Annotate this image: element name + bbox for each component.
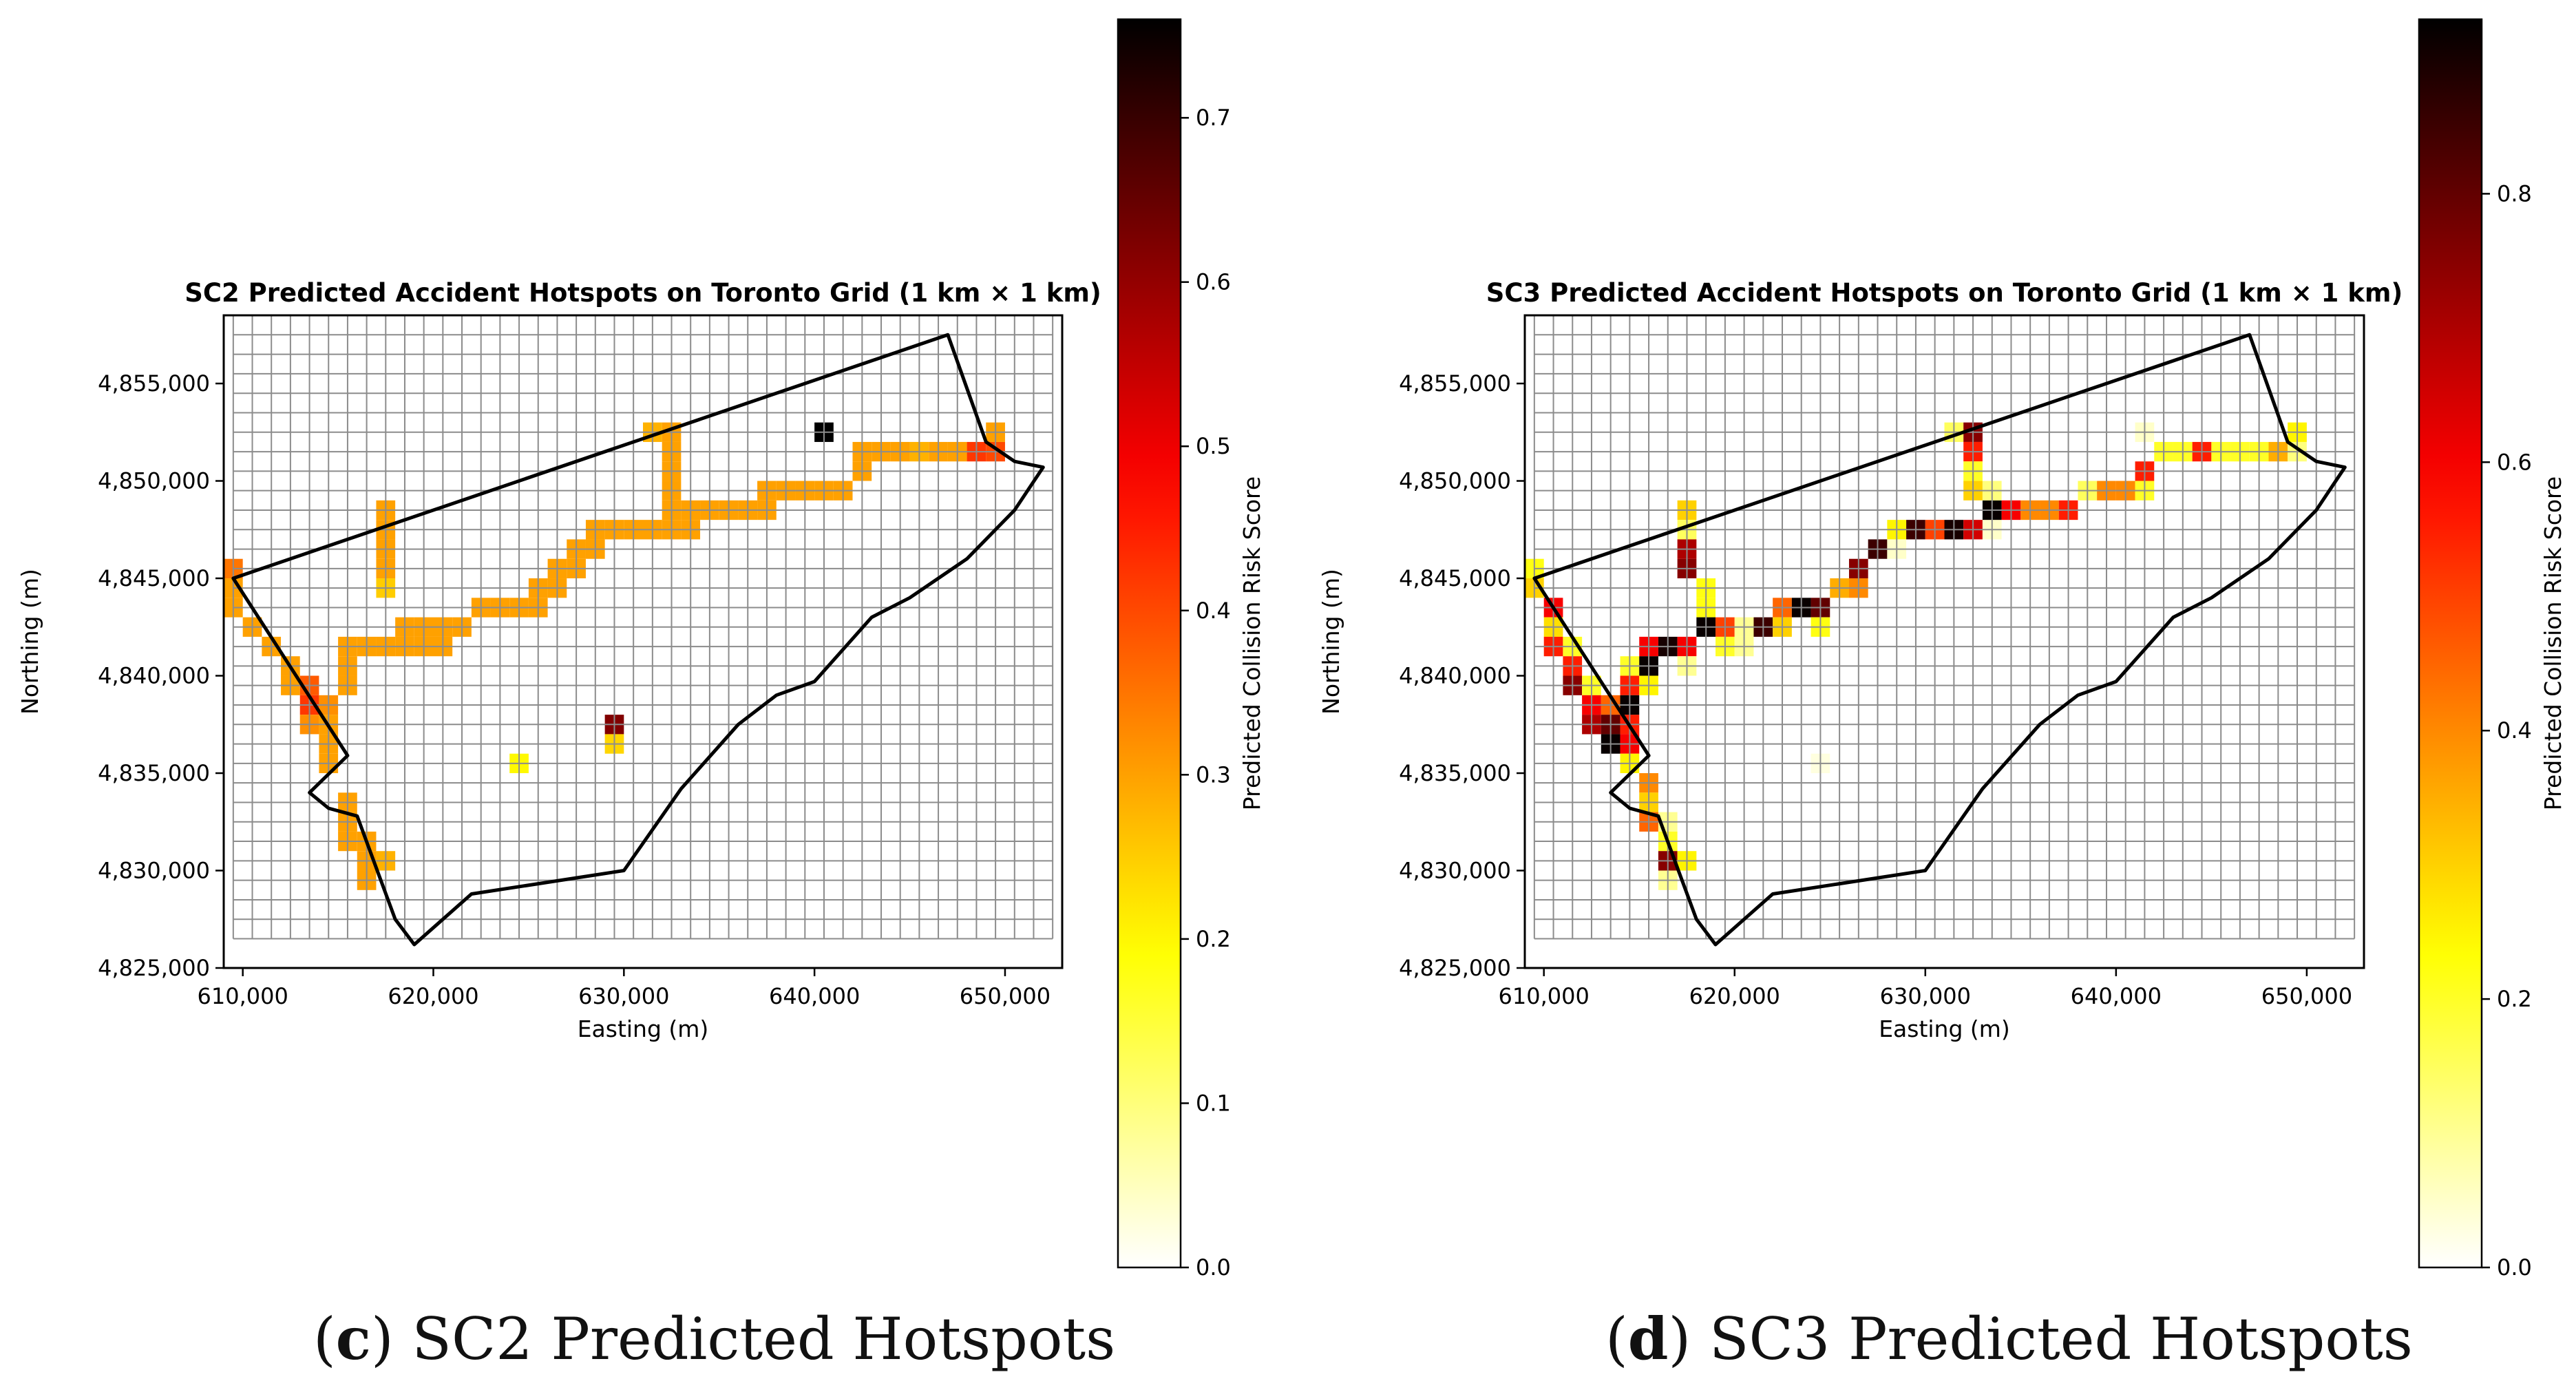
colorbar-tick-label: 0.0 — [2497, 1254, 2532, 1281]
colorbar-tick-label: 0.5 — [1196, 433, 1231, 459]
axes-frame — [222, 314, 1064, 969]
colorbar — [1117, 18, 1182, 1269]
colorbar-tick-label: 0.2 — [1196, 926, 1231, 952]
y-tick-label: 4,835,000 — [98, 760, 210, 786]
colorbar-tick-label: 0.3 — [1196, 761, 1231, 788]
colorbar-tick-label: 0.7 — [1196, 105, 1231, 131]
axes-frame — [1523, 314, 2365, 969]
colorbar-label: Predicted Collision Risk Score — [1238, 476, 1265, 810]
colorbar-tick-label: 0.2 — [2497, 986, 2532, 1012]
x-tick-label: 650,000 — [2261, 983, 2352, 1009]
x-tick-label: 620,000 — [388, 983, 478, 1009]
y-tick-label: 4,850,000 — [1399, 468, 1511, 494]
grid-lines — [1533, 315, 2356, 940]
colorbar-tick-label: 0.4 — [2497, 717, 2532, 744]
y-tick-label: 4,830,000 — [1399, 858, 1511, 884]
grid-lines — [232, 315, 1054, 940]
caption-label: c — [335, 1305, 371, 1373]
y-tick-label: 4,845,000 — [98, 565, 210, 591]
city-boundary — [1532, 333, 2347, 947]
y-tick-label: 4,850,000 — [98, 468, 210, 494]
y-tick-label: 4,845,000 — [1399, 565, 1511, 591]
y-axis-label: Northing (m) — [1318, 569, 1344, 715]
y-tick-label: 4,840,000 — [98, 663, 210, 689]
x-axis-label: Easting (m) — [578, 1015, 709, 1042]
colorbar-tick-label: 0.8 — [2497, 180, 2532, 207]
x-tick-label: 640,000 — [769, 983, 860, 1009]
y-tick-label: 4,840,000 — [1399, 663, 1511, 689]
colorbar-tick-label: 0.0 — [1196, 1254, 1231, 1281]
colorbar-tick-label: 0.1 — [1196, 1090, 1231, 1116]
x-axis-label: Easting (m) — [1879, 1015, 2010, 1042]
city-boundary — [231, 333, 1045, 947]
y-tick-label: 4,855,000 — [1399, 370, 1511, 397]
x-tick-label: 650,000 — [960, 983, 1051, 1009]
y-tick-label: 4,835,000 — [1399, 760, 1511, 786]
caption-label: d — [1627, 1305, 1669, 1373]
y-axis-label: Northing (m) — [17, 569, 43, 715]
y-tick-label: 4,825,000 — [1399, 955, 1511, 981]
y-tick-label: 4,855,000 — [98, 370, 210, 397]
caption-d: (d) SC3 Predicted Hotspots — [1605, 1305, 2413, 1373]
x-tick-label: 610,000 — [198, 983, 288, 1009]
colorbar-tick-label: 0.6 — [2497, 449, 2532, 475]
caption-c: (c) SC2 Predicted Hotspots — [313, 1305, 1116, 1373]
x-tick-label: 610,000 — [1499, 983, 1590, 1009]
y-tick-label: 4,830,000 — [98, 858, 210, 884]
chart-title: SC3 Predicted Accident Hotspots on Toron… — [1486, 278, 2403, 308]
colorbar-label: Predicted Collision Risk Score — [2540, 476, 2566, 810]
x-tick-label: 620,000 — [1689, 983, 1780, 1009]
x-tick-label: 630,000 — [578, 983, 669, 1009]
panel-sc2: SC2 Predicted Accident Hotspots on Toron… — [17, 18, 1265, 1281]
colorbar-tick-label: 0.4 — [1196, 598, 1231, 624]
caption-text: SC2 Predicted Hotspots — [412, 1305, 1116, 1373]
y-tick-label: 4,825,000 — [98, 955, 210, 981]
x-tick-label: 640,000 — [2071, 983, 2162, 1009]
colorbar — [2418, 18, 2483, 1269]
colorbar-tick-label: 0.6 — [1196, 269, 1231, 295]
panel-sc3: SC3 Predicted Accident Hotspots on Toron… — [1318, 18, 2566, 1281]
caption-text: SC3 Predicted Hotspots — [1709, 1305, 2413, 1373]
chart-title: SC2 Predicted Accident Hotspots on Toron… — [184, 278, 1101, 308]
x-tick-label: 630,000 — [1880, 983, 1971, 1009]
